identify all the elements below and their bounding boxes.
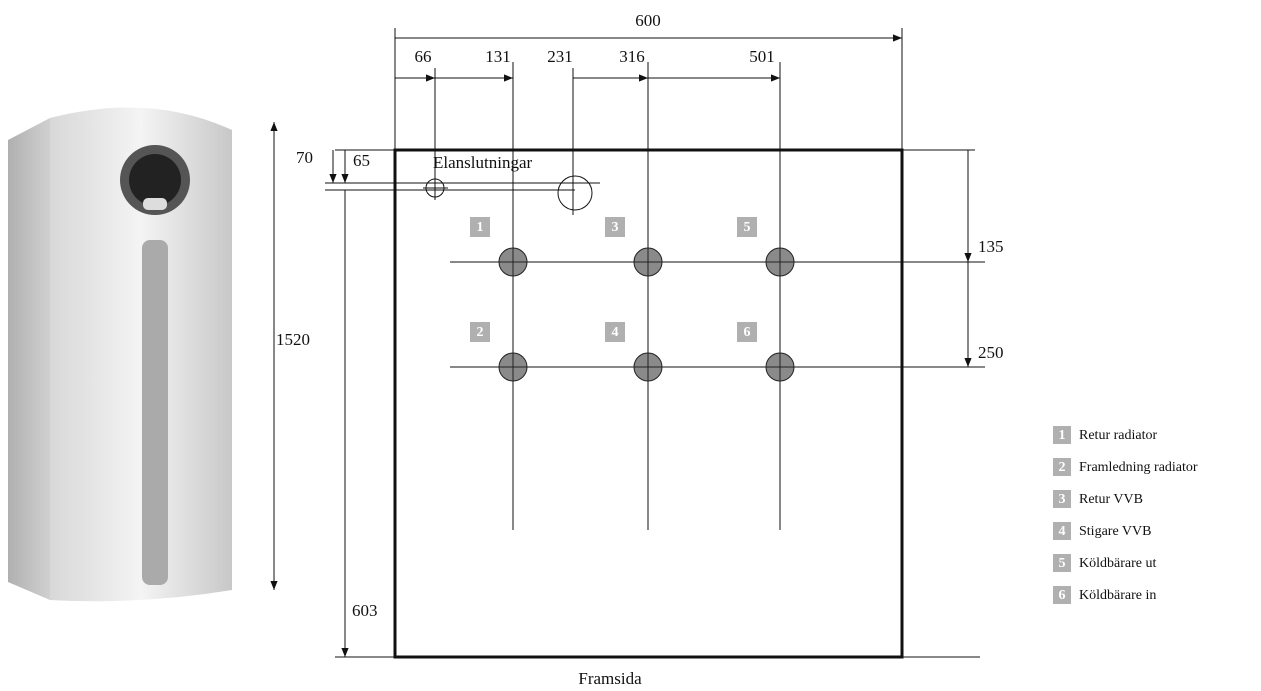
marker-box <box>470 217 490 237</box>
marker-number: 2 <box>477 325 484 340</box>
marker-number: 4 <box>612 325 619 340</box>
dim-label: 250 <box>978 343 1004 362</box>
marker-box <box>737 322 757 342</box>
legend-number: 4 <box>1059 524 1066 539</box>
legend-number: 6 <box>1059 588 1066 603</box>
electrical-label: Elanslutningar <box>433 153 532 172</box>
legend-box <box>1053 458 1071 476</box>
legend-text: Köldbärare in <box>1079 588 1156 603</box>
top-dim-label: 131 <box>485 47 511 66</box>
marker-number: 6 <box>744 325 751 340</box>
legend: 1 Retur radiator 2 Framledning radiator 3 Ret… <box>1053 426 1198 604</box>
legend-box <box>1053 490 1071 508</box>
pipe-connections: 1 3 5 2 4 6 <box>470 217 795 382</box>
top-dim-label: 66 <box>415 47 432 66</box>
height-label: 1520 <box>276 330 310 349</box>
marker-number: 1 <box>477 220 484 235</box>
marker-box <box>737 217 757 237</box>
legend-number: 3 <box>1059 492 1066 507</box>
legend-box <box>1053 522 1071 540</box>
heat-pump-photo <box>8 107 232 602</box>
top-dim-label: 501 <box>749 47 775 66</box>
legend-box <box>1053 554 1071 572</box>
legend-number: 5 <box>1059 556 1066 571</box>
legend-text: Framledning radiator <box>1079 460 1198 475</box>
dim-label: 603 <box>352 601 378 620</box>
top-dim-label: 316 <box>619 47 645 66</box>
top-dim-label: 231 <box>547 47 573 66</box>
dim-label: 70 <box>296 148 313 167</box>
dim-label: 65 <box>353 151 370 170</box>
dim-label: 135 <box>978 237 1004 256</box>
marker-number: 3 <box>612 220 619 235</box>
legend-number: 1 <box>1059 428 1066 443</box>
legend-text: Köldbärare ut <box>1079 556 1156 571</box>
legend-text: Retur VVB <box>1079 492 1143 507</box>
marker-number: 5 <box>744 220 751 235</box>
legend-text: Retur radiator <box>1079 428 1157 443</box>
legend-box <box>1053 426 1071 444</box>
width-label: 600 <box>635 11 661 30</box>
marker-box <box>470 322 490 342</box>
legend-text: Stigare VVB <box>1079 524 1151 539</box>
marker-box <box>605 322 625 342</box>
legend-number: 2 <box>1059 460 1066 475</box>
front-label: Framsida <box>578 669 642 688</box>
electrical-connections <box>423 175 593 211</box>
legend-box <box>1053 586 1071 604</box>
dimension-lines <box>325 28 985 658</box>
marker-box <box>605 217 625 237</box>
